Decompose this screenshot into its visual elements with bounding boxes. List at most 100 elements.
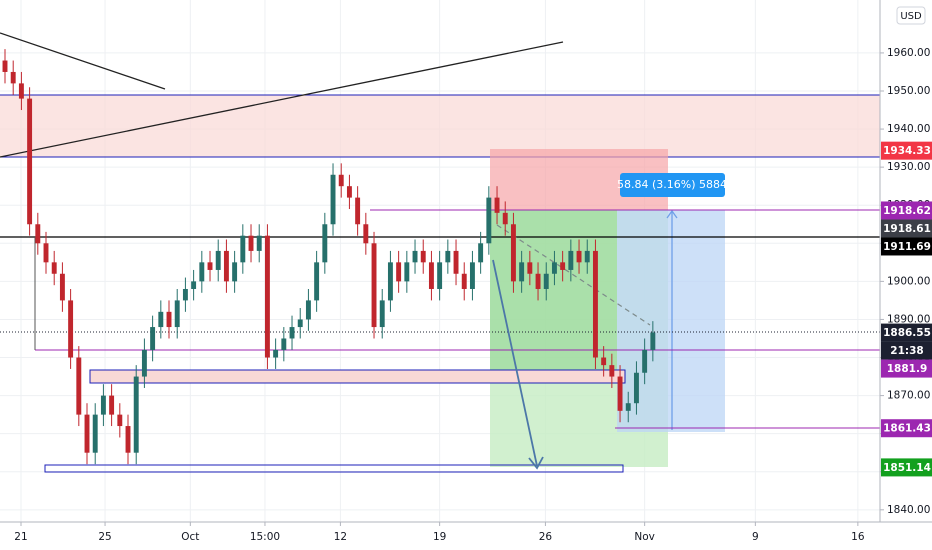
price-label: 1861.43 [883, 423, 931, 435]
candle-body [379, 300, 385, 328]
candle-body [182, 288, 188, 301]
support-box [89, 369, 626, 384]
axis-labels: 1840.001850.001860.001870.001880.001890.… [14, 47, 932, 543]
time-axis [0, 522, 880, 550]
candle-body [650, 332, 656, 350]
y-tick-label: 1840.00 [887, 504, 930, 516]
candle-body [404, 262, 410, 282]
projection-arrow [492, 259, 538, 467]
candle-body [371, 243, 377, 328]
candle-body [51, 262, 57, 274]
x-tick-label: 16 [851, 531, 865, 543]
candle-body [527, 262, 533, 274]
price-label-box [881, 219, 932, 238]
candle-body [191, 281, 197, 289]
candle-body [207, 262, 213, 270]
candle-body [486, 197, 492, 244]
price-label: 1886.55 [883, 327, 931, 339]
candle-body [92, 414, 98, 453]
price-label: 1934.33 [883, 145, 931, 157]
candle-body [256, 235, 262, 251]
candle-body [117, 414, 123, 427]
candle-body [609, 365, 615, 377]
candle-body [478, 243, 484, 263]
support-box [44, 464, 624, 473]
price-label-box [881, 201, 932, 220]
candle-body [2, 60, 8, 72]
candle-body [76, 357, 82, 415]
price-label-box [881, 237, 932, 256]
candle-body [412, 250, 418, 263]
candle-body [363, 224, 369, 244]
candle-body [445, 250, 451, 263]
x-tick-label: 12 [334, 531, 347, 543]
x-tick-label: 26 [539, 531, 553, 543]
candle-body [59, 273, 65, 301]
price-label: 1851.14 [883, 462, 931, 474]
x-tick-label: Nov [634, 531, 655, 543]
target-fill [490, 210, 617, 380]
y-tick-label: 1950.00 [887, 85, 930, 97]
candle-body [35, 224, 41, 244]
currency-box[interactable] [896, 6, 926, 25]
y-tick-label: 1960.00 [887, 47, 930, 59]
candle-body [617, 376, 623, 411]
candle-body [248, 235, 254, 251]
resistance-zone [0, 95, 880, 157]
measure-arrow-head [666, 209, 678, 219]
candle-body [330, 174, 336, 225]
price-label: 1911.69 [883, 241, 931, 253]
candle-body [18, 83, 24, 99]
candles [2, 49, 656, 465]
candle-body [494, 197, 500, 213]
candle-body [535, 273, 541, 289]
candle-body [461, 273, 467, 289]
candle-body [420, 250, 426, 263]
candle-body [10, 71, 16, 84]
price-axis [880, 0, 932, 550]
candle-body [84, 414, 90, 453]
candle-body [166, 311, 172, 328]
candle-body [601, 357, 607, 366]
price-label-box [881, 323, 932, 342]
candle-body [560, 262, 566, 270]
price-label-box [881, 419, 932, 438]
candle-body [240, 235, 246, 263]
price-label: 21:38 [890, 345, 923, 357]
candle-body [510, 224, 516, 282]
candle-body [502, 212, 508, 225]
candle-body [43, 243, 49, 263]
projection-line [496, 224, 651, 326]
y-tick-label: 1870.00 [887, 390, 930, 402]
candle-body [576, 250, 582, 263]
candle-body [642, 349, 648, 373]
candle-body [453, 250, 459, 274]
x-tick-label: 15:00 [250, 531, 280, 543]
candle-body [174, 300, 180, 328]
candle-body [68, 300, 74, 358]
price-label: 1918.62 [883, 205, 931, 217]
candle-body [519, 262, 525, 282]
y-tick-label: 1900.00 [887, 275, 930, 287]
candle-body [281, 338, 287, 350]
currency[interactable]: USD [900, 11, 922, 22]
measure-label-box [620, 173, 725, 197]
candle-body [437, 262, 443, 289]
x-tick-label: 9 [752, 531, 759, 543]
candle-body [100, 395, 106, 415]
candle-body [355, 197, 361, 225]
candle-body [199, 262, 205, 282]
candle-body [469, 262, 475, 289]
candle-body [338, 174, 344, 187]
candle-body [387, 262, 393, 301]
y-tick-label: 1940.00 [887, 123, 930, 135]
candle-body [584, 250, 590, 263]
x-tick-label: 25 [98, 531, 111, 543]
candle-body [551, 262, 557, 274]
candle-body [215, 250, 221, 270]
candle-body [625, 403, 631, 411]
price-label-box [881, 141, 932, 160]
candle-body [297, 319, 303, 328]
candle-body [141, 349, 147, 377]
